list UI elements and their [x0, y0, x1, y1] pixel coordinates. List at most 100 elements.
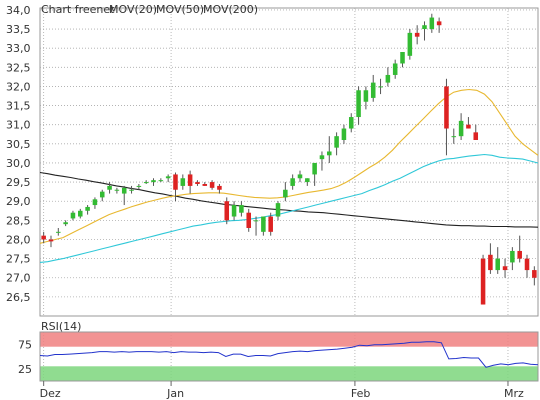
legend-mov200: MOV(200) — [203, 3, 258, 16]
y-tick-label: 29,0 — [6, 195, 31, 208]
candle-body — [261, 216, 266, 232]
rsi-panel: 75 25 — [18, 331, 539, 382]
candle-body — [202, 184, 208, 186]
candle — [85, 205, 90, 215]
y-tick-label: 33,0 — [6, 42, 31, 55]
candle — [268, 212, 273, 236]
y-tick-label: 26,5 — [6, 291, 31, 304]
candle — [217, 184, 222, 194]
candle-body — [356, 90, 361, 118]
candle — [173, 172, 178, 202]
candle-body — [275, 203, 281, 217]
candle — [165, 174, 171, 183]
candle-body — [48, 239, 54, 242]
candle — [114, 187, 120, 194]
candle — [532, 266, 537, 286]
candle — [195, 180, 200, 186]
candle — [392, 59, 398, 79]
x-tick-label: Dez — [40, 387, 61, 400]
candle — [275, 201, 281, 221]
candle — [451, 128, 457, 144]
y-tick-label: 28,0 — [6, 233, 31, 246]
candle — [341, 124, 347, 144]
candle-body — [129, 189, 134, 191]
candle-body — [422, 25, 427, 30]
candle-body — [334, 136, 339, 148]
candle-body — [319, 155, 325, 160]
candle — [239, 201, 244, 217]
candle-body — [85, 206, 90, 211]
candle-body — [480, 258, 486, 305]
candle-body — [407, 32, 413, 56]
candle-body — [341, 128, 347, 140]
candle — [312, 162, 317, 186]
candle-body — [436, 21, 442, 26]
candle — [187, 170, 193, 194]
candle — [202, 182, 208, 186]
candle-body — [209, 182, 215, 188]
candle-body — [136, 185, 142, 187]
y-tick-label: 27,0 — [6, 272, 31, 285]
candle — [370, 74, 376, 102]
candle — [158, 178, 164, 183]
candle-body — [158, 180, 164, 182]
candle-body — [92, 199, 98, 206]
candle — [429, 13, 435, 33]
candle — [224, 197, 230, 225]
mov20-line — [39, 88, 539, 244]
candle-body — [392, 63, 398, 75]
candle-body — [114, 189, 120, 191]
candle-body — [173, 174, 178, 190]
candle-body — [502, 266, 508, 271]
candle — [107, 182, 112, 194]
candle-body — [400, 52, 405, 64]
candle-body — [246, 212, 251, 228]
candle — [510, 247, 515, 271]
candle-body — [239, 205, 244, 213]
candle — [261, 216, 266, 236]
candle-body — [370, 82, 376, 98]
rsi-line — [39, 341, 539, 368]
price-panel-frame — [39, 7, 539, 317]
candle-body — [363, 90, 369, 102]
candle — [495, 247, 500, 274]
candle-body — [180, 178, 186, 186]
candle-body — [224, 201, 230, 221]
candle-body — [63, 222, 68, 225]
mov200-line — [39, 171, 539, 228]
candle — [63, 220, 68, 227]
candle — [246, 208, 251, 232]
y-tick-label: 27,5 — [6, 253, 31, 266]
candle — [143, 180, 149, 184]
candle-body — [121, 187, 127, 194]
rsi-tick-label: 75 — [18, 338, 32, 351]
chart-legend: Chart freenet MOV(20) MOV(50) MOV(200) — [41, 3, 258, 16]
y-tick-label: 33,5 — [6, 23, 31, 36]
candle — [290, 174, 295, 190]
candle-body — [143, 182, 149, 184]
rsi-zone — [40, 332, 538, 347]
candle — [231, 201, 237, 221]
y-tick-label: 31,5 — [6, 100, 31, 113]
candle — [466, 117, 471, 129]
candle — [517, 235, 522, 263]
price-panel-axis: 34,0 33,5 33,0 32,5 32,0 31,5 31,0 30,5 30,0 29,5… — [6, 4, 31, 304]
x-tick-label: Jan — [166, 387, 184, 400]
candle — [473, 124, 479, 140]
candle — [334, 132, 339, 156]
candle-body — [414, 32, 420, 37]
legend-mov20: MOV(20) — [109, 3, 157, 16]
candle-body — [165, 176, 171, 179]
candle — [180, 174, 186, 190]
y-tick-label: 29,5 — [6, 176, 31, 189]
candle — [56, 228, 61, 236]
rsi-zone — [40, 366, 538, 381]
candle-body — [495, 258, 500, 271]
candle — [524, 254, 530, 278]
candle-body — [466, 124, 471, 129]
candle — [209, 180, 215, 190]
candle — [363, 86, 369, 110]
price-panel-grid — [39, 7, 539, 381]
candle — [121, 185, 127, 206]
